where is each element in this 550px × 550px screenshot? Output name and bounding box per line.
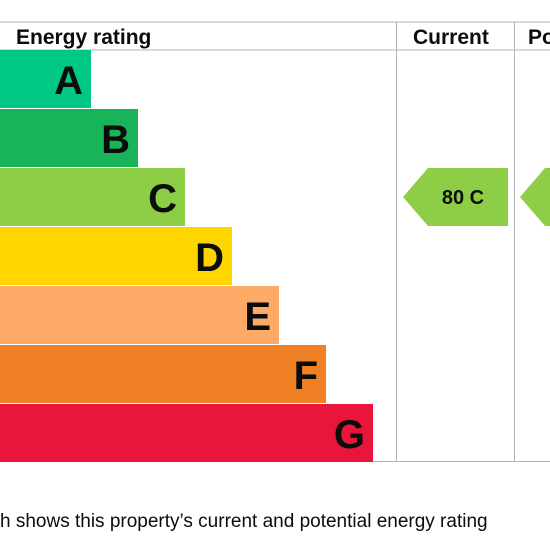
band-letter: A <box>54 59 83 103</box>
band-bar <box>0 109 138 167</box>
current-score: 80 <box>442 187 464 209</box>
header-current: Current <box>413 26 489 49</box>
current-arrow <box>403 168 508 226</box>
band-letter: B <box>101 118 130 162</box>
band-bar <box>0 286 279 344</box>
band-letter: G <box>334 413 365 457</box>
header-potential: Po <box>528 26 550 49</box>
band-bar <box>0 404 373 462</box>
caption: h shows this property’s current and pote… <box>0 511 488 532</box>
potential-arrow <box>520 168 550 226</box>
band-bar <box>0 50 91 108</box>
band-letter: D <box>195 236 224 280</box>
band-letter: E <box>244 295 271 339</box>
current-rating: 80 C <box>442 187 484 209</box>
current-band: C <box>470 187 484 209</box>
band-letter: C <box>148 177 177 221</box>
band-bar <box>0 345 326 403</box>
band-letter: F <box>294 354 318 398</box>
band-bar <box>0 168 185 226</box>
header-title: Energy rating <box>16 26 151 49</box>
band-bar <box>0 227 232 285</box>
